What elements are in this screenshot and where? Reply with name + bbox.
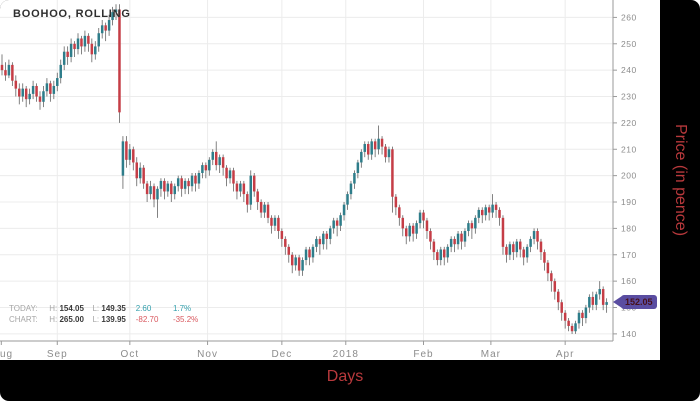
x-tick-label: Mar [481, 349, 501, 360]
days-axis-title: Days [326, 368, 364, 385]
today-high-value: 154.05 [59, 304, 84, 313]
stats-panel: TODAY: H: 154.05 L: 149.35 2.60 1.7% CHA… [9, 303, 198, 325]
price-axis-title-band: Price (in pence) [660, 0, 700, 360]
chart-change-pct: -35.2% [172, 315, 199, 324]
last-price-badge: 152.05 [613, 295, 657, 310]
y-tick-label: 140 [621, 329, 637, 339]
y-tick-label: 200 [621, 171, 637, 181]
chart-high-value: 265.00 [59, 315, 84, 324]
stats-row-today: TODAY: H: 154.05 L: 149.35 2.60 1.7% [9, 303, 198, 314]
high-label: H: [49, 304, 58, 313]
y-tick-label: 260 [621, 12, 637, 22]
x-tick-label: Dec [271, 349, 292, 360]
y-tick-label: 220 [621, 118, 637, 128]
x-tick-label: Sep [47, 349, 68, 360]
today-change-value: 2.60 [135, 304, 152, 313]
last-price-value: 152.05 [621, 295, 657, 310]
y-tick-label: 180 [621, 223, 637, 233]
today-label: TODAY: [9, 304, 38, 313]
y-tick-label: 170 [621, 250, 637, 260]
chart-title: BOOHOO, ROLLING [13, 8, 131, 20]
gridlines [0, 0, 613, 341]
y-tick-label: 250 [621, 39, 637, 49]
badge-arrow-icon [613, 296, 622, 309]
x-tick-label: Feb [413, 349, 433, 360]
y-tick-label: 230 [621, 92, 637, 102]
x-tick-label: ug [0, 349, 13, 360]
x-tick-label: Apr [556, 349, 575, 360]
x-tick-label: 2018 [333, 349, 359, 360]
today-change-pct: 1.7% [172, 304, 192, 313]
high-label: H: [49, 315, 58, 324]
x-tick-label: Nov [197, 349, 218, 360]
candles-group [0, 4, 608, 335]
chart-change-value: -82.70 [135, 315, 159, 324]
chart-panel: 260250240230220210200190180170160150140u… [0, 0, 660, 360]
y-tick-label: 240 [621, 65, 637, 75]
x-tick-label: Oct [121, 349, 140, 360]
candlestick-chart[interactable]: 260250240230220210200190180170160150140u… [0, 0, 660, 360]
chart-label: CHART: [9, 315, 38, 324]
y-tick-label: 210 [621, 144, 637, 154]
y-tick-label: 160 [621, 276, 637, 286]
stats-row-chart: CHART: H: 265.00 L: 139.95 -82.70 -35.2% [9, 314, 198, 325]
today-low-value: 149.35 [101, 304, 126, 313]
low-label: L: [92, 304, 100, 313]
price-axis-title: Price (in pence) [672, 123, 690, 237]
chart-low-value: 139.95 [101, 315, 126, 324]
axes-group: 260250240230220210200190180170160150140u… [0, 0, 637, 360]
low-label: L: [92, 315, 100, 324]
y-tick-label: 190 [621, 197, 637, 207]
